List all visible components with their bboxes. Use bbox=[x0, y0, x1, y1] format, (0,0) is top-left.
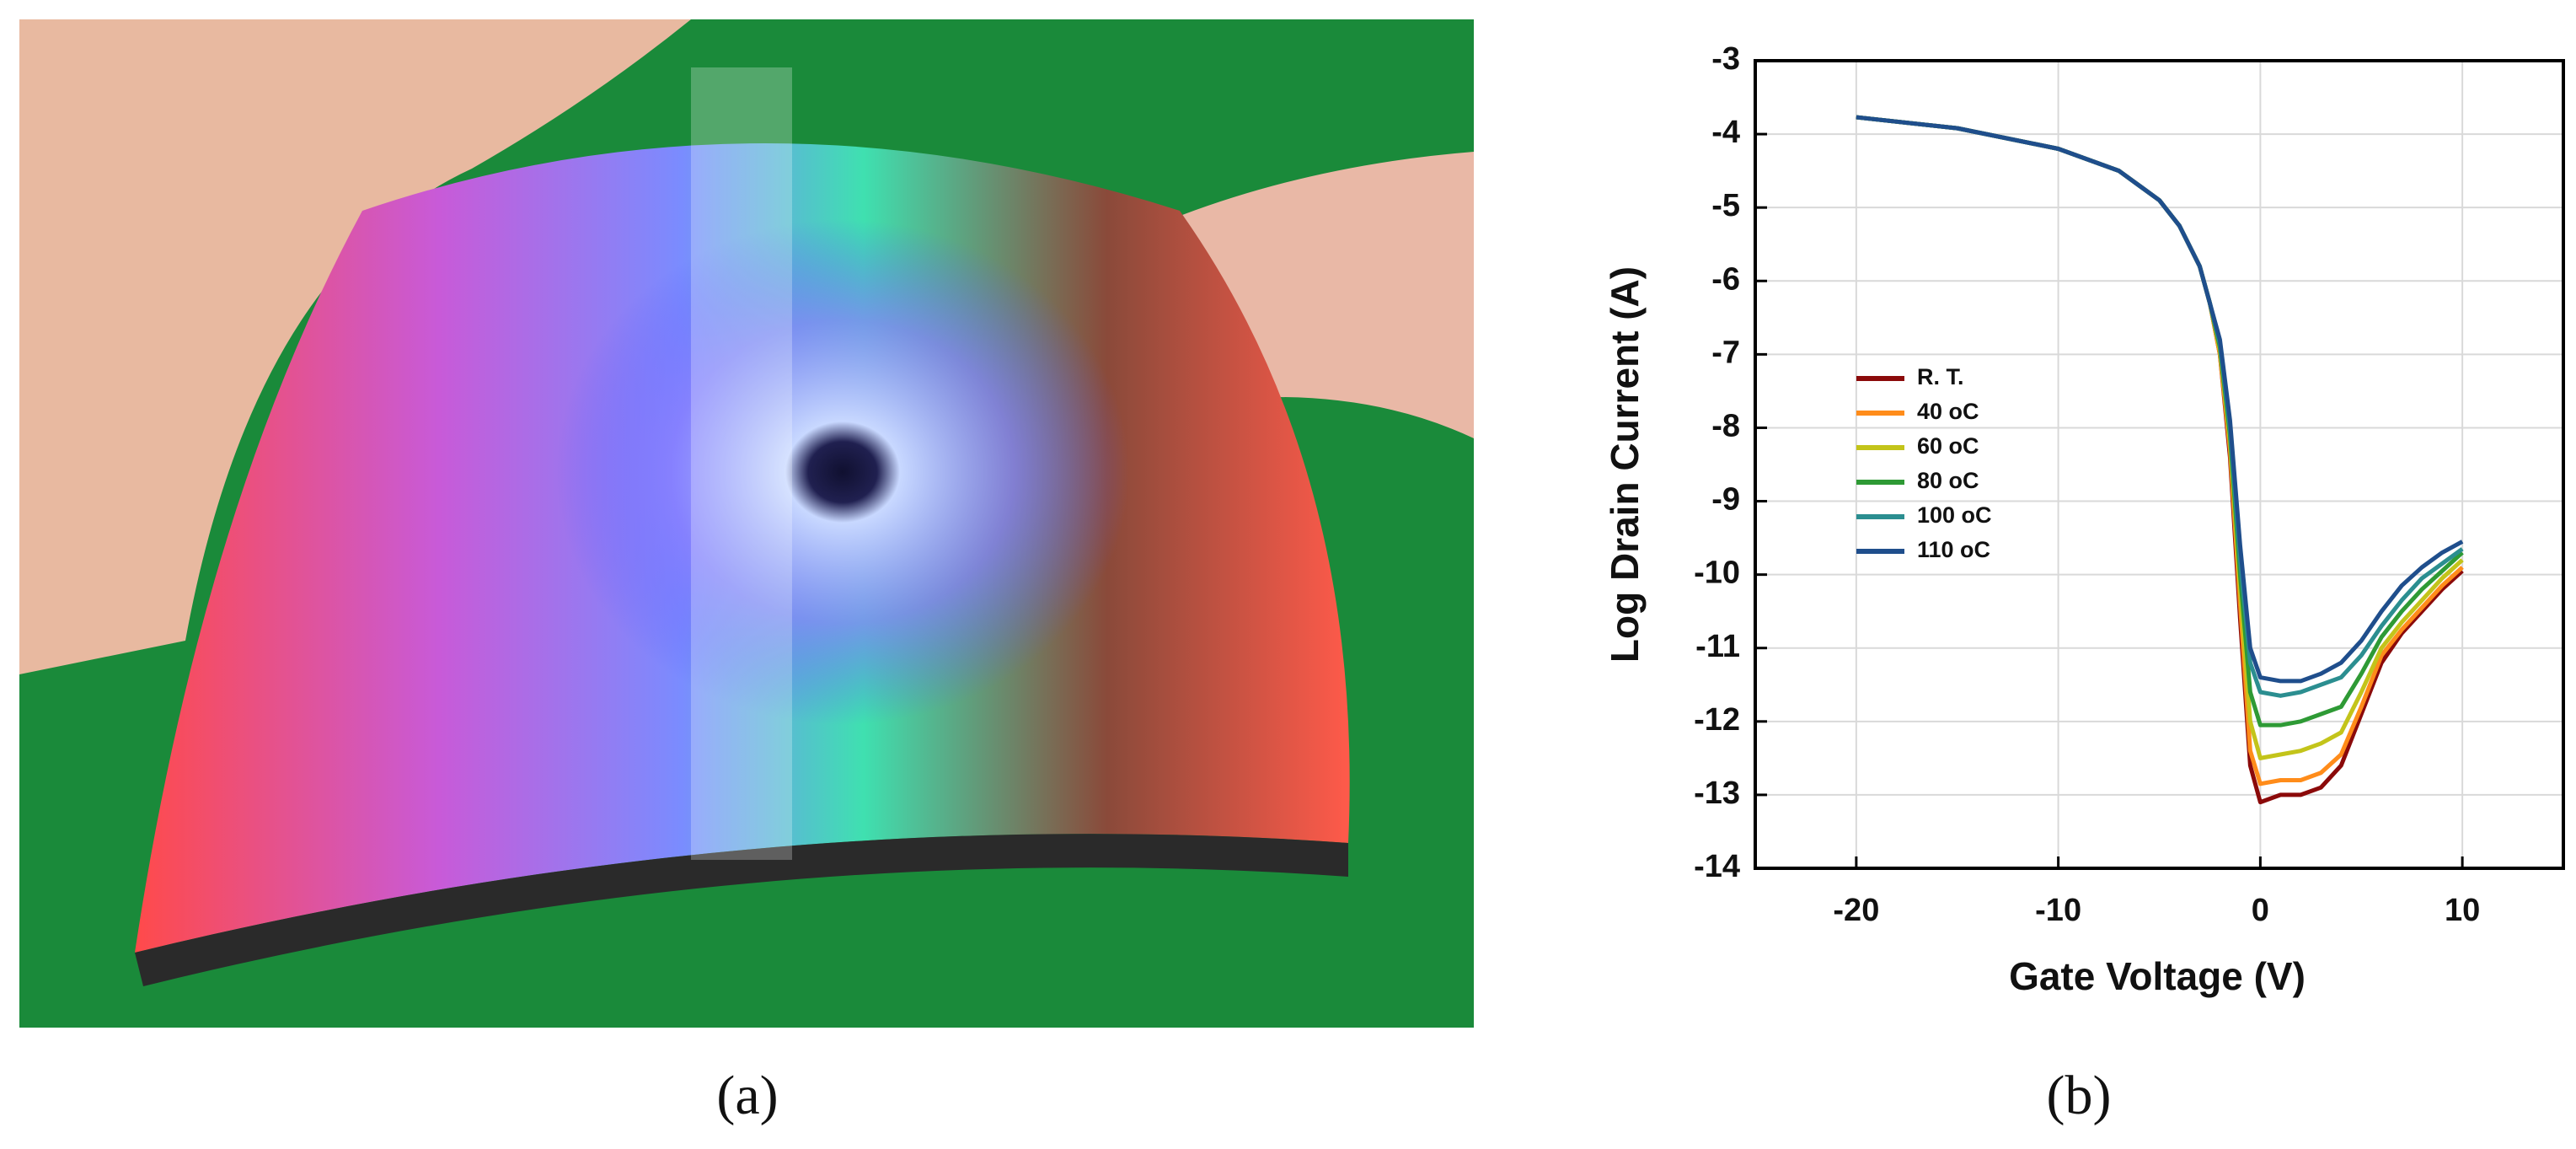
caption: (a) bbox=[716, 1065, 778, 1126]
x-tick-label: -10 bbox=[2035, 893, 2081, 928]
y-tick-label: -7 bbox=[1711, 335, 1740, 370]
legend-label: 100 oC bbox=[1917, 502, 1992, 528]
legend-label: R. T. bbox=[1917, 364, 1964, 389]
y-tick-label: -12 bbox=[1694, 702, 1740, 738]
caption: (b) bbox=[2047, 1065, 2112, 1126]
y-axis-label: Log Drain Current (A) bbox=[1603, 266, 1647, 663]
display-edge bbox=[135, 834, 1348, 986]
y-tick-label: -6 bbox=[1711, 261, 1740, 297]
y-tick-label: -11 bbox=[1695, 629, 1740, 664]
plot-frame bbox=[1754, 59, 2565, 870]
data-line bbox=[1856, 115, 2464, 684]
y-tick-label: -9 bbox=[1711, 482, 1740, 518]
legend-label: 40 oC bbox=[1917, 399, 1979, 424]
y-tick-label: -10 bbox=[1694, 556, 1740, 591]
x-tick-label: 10 bbox=[2445, 893, 2480, 928]
photo bbox=[19, 19, 1474, 1028]
finger-left bbox=[19, 19, 691, 674]
legend-label: 60 oC bbox=[1917, 433, 1979, 459]
x-axis-label: Gate Voltage (V) bbox=[2009, 954, 2306, 998]
x-tick-label: 0 bbox=[2252, 893, 2269, 928]
x-tick-label: -20 bbox=[1833, 893, 1879, 928]
plot-area bbox=[1755, 61, 2563, 868]
legend-label: 110 oC bbox=[1917, 537, 1990, 562]
y-tick-label: -3 bbox=[1711, 41, 1740, 77]
y-tick-label: -14 bbox=[1694, 849, 1740, 884]
glare bbox=[691, 67, 792, 860]
y-tick-label: -8 bbox=[1711, 408, 1740, 443]
y-tick-label: -4 bbox=[1711, 115, 1740, 150]
legend-label: 80 oC bbox=[1917, 468, 1979, 493]
y-tick-label: -5 bbox=[1711, 188, 1740, 223]
display-flower bbox=[556, 219, 1129, 725]
y-tick-label: -13 bbox=[1694, 776, 1740, 811]
